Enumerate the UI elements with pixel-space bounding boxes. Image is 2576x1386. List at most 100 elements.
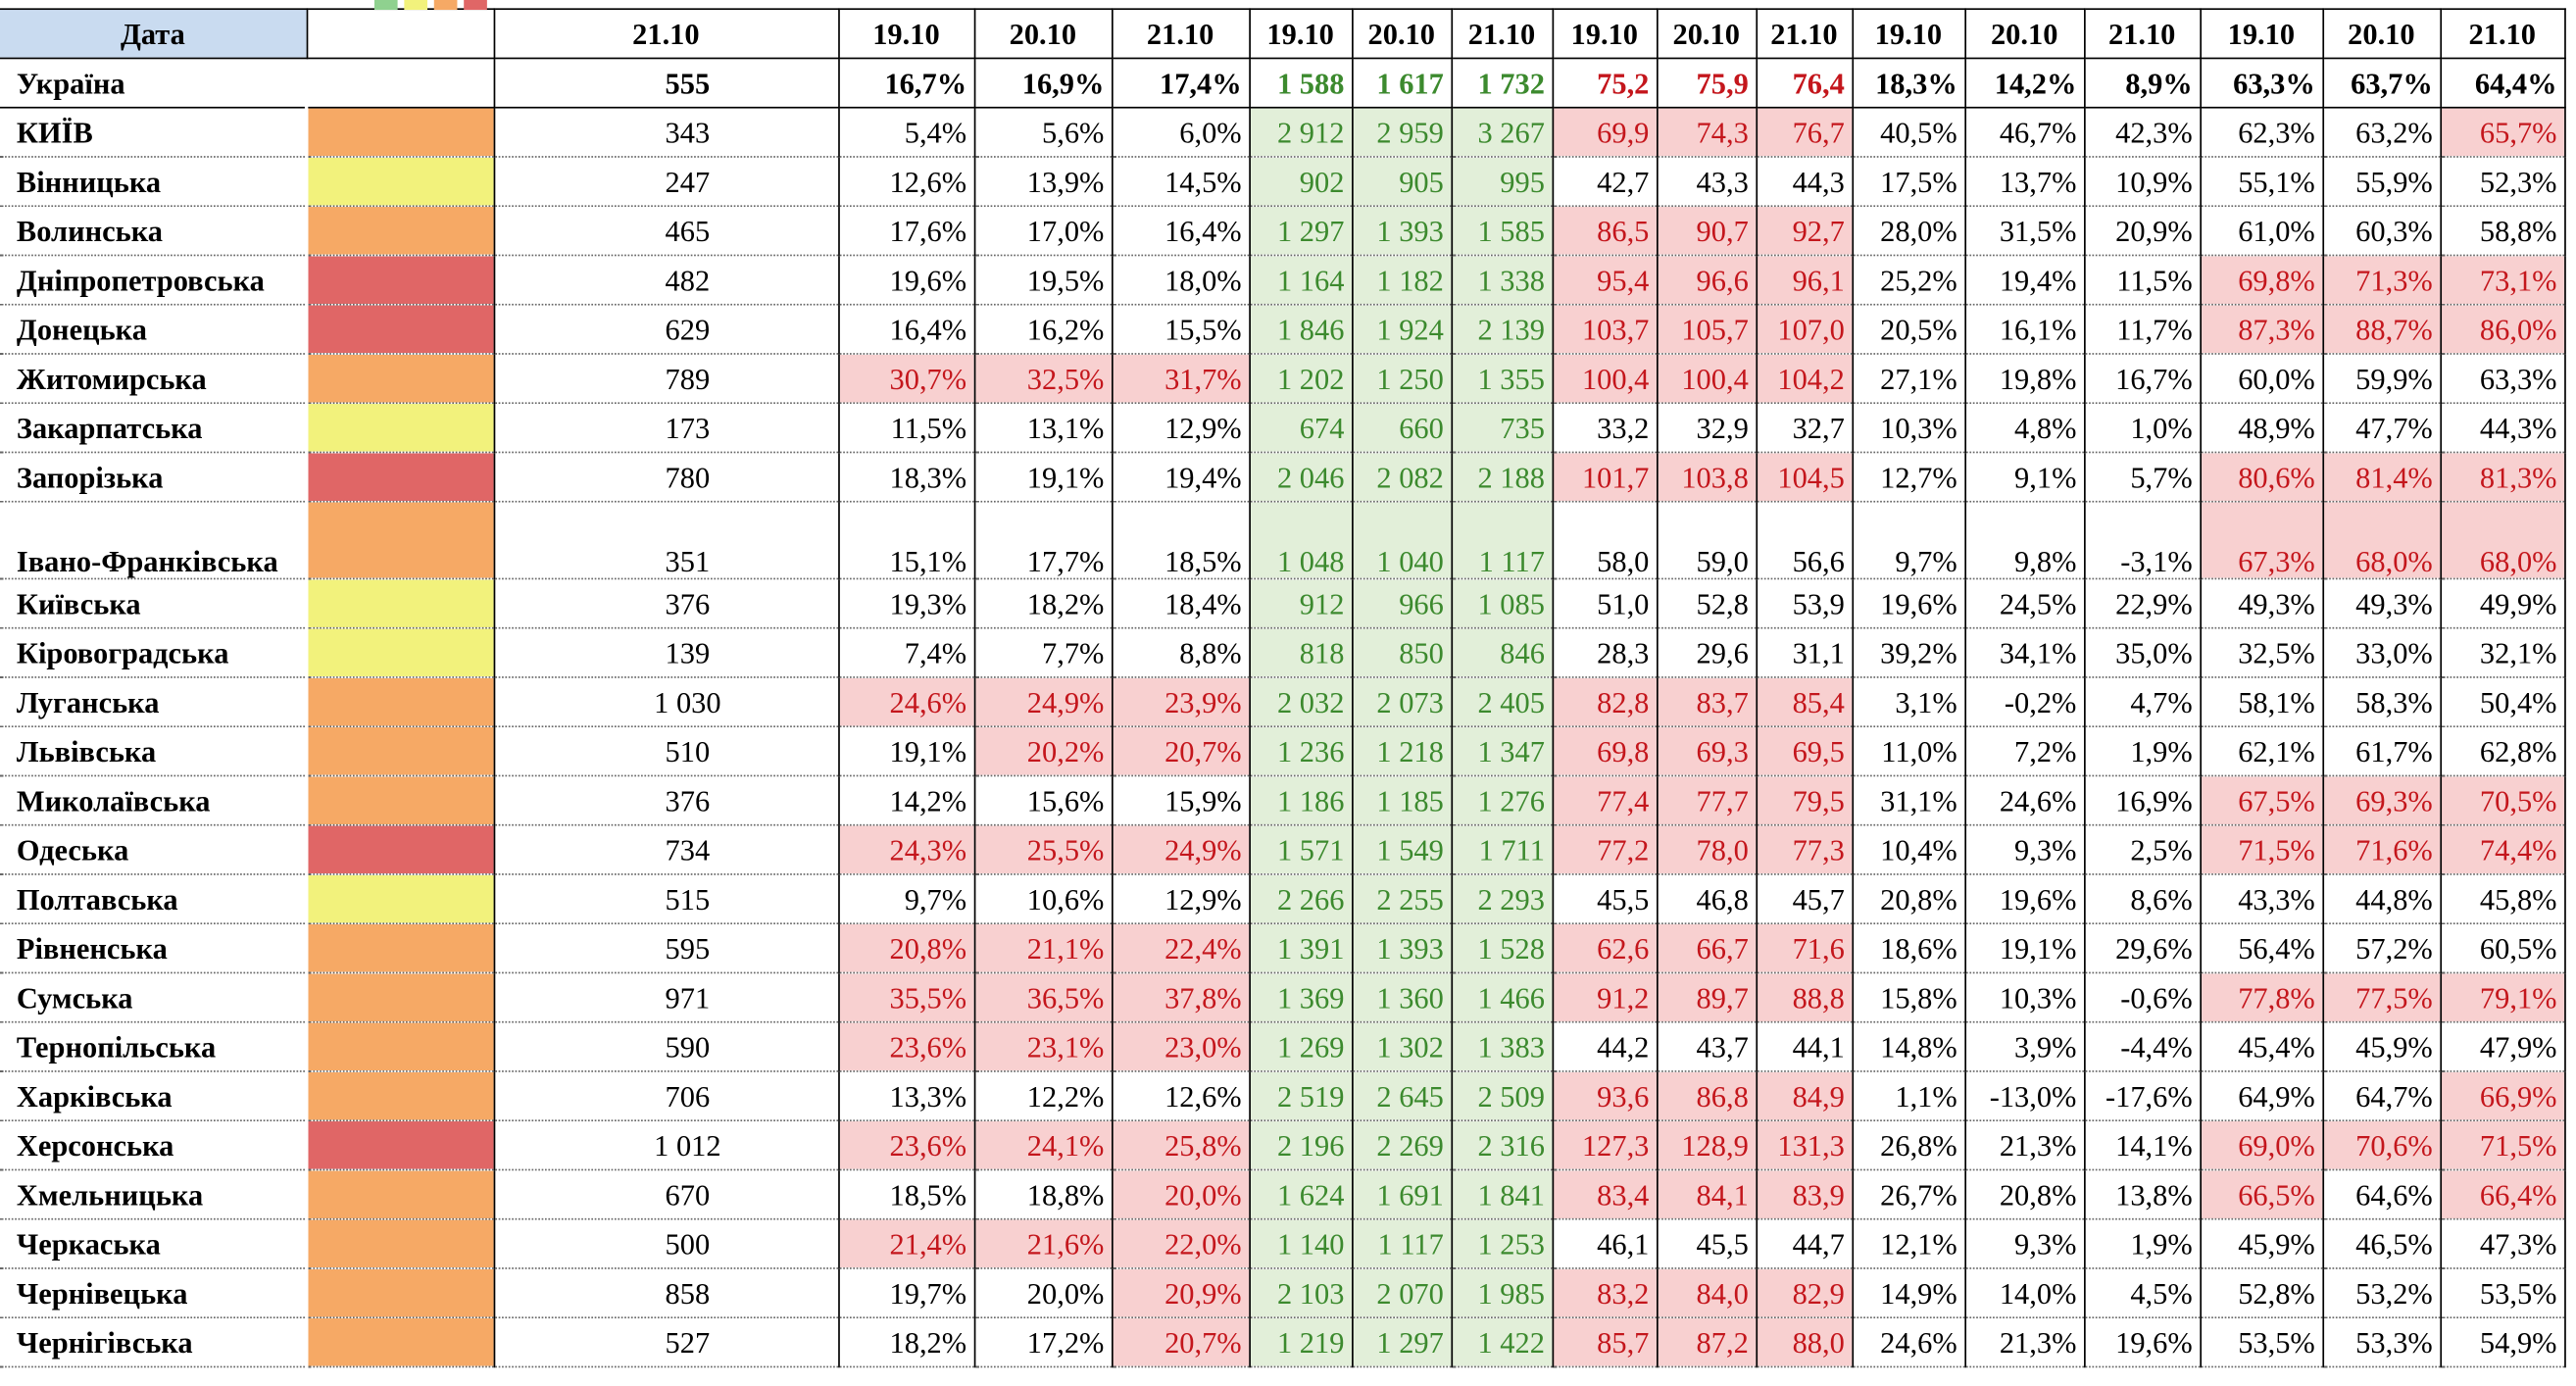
value-cell: 86,0%: [2440, 304, 2565, 355]
value-cell: 32,5%: [973, 353, 1113, 405]
level-cell: [304, 775, 495, 826]
value-cell: 66,7: [1657, 923, 1758, 974]
value-cell: 83,4: [1552, 1169, 1658, 1220]
value-cell: 1 691: [1352, 1169, 1453, 1220]
value-cell: 15,9%: [1111, 775, 1251, 826]
value-cell: 12,9%: [1111, 403, 1251, 454]
value-cell: 81,3%: [2440, 452, 2565, 503]
value-cell: 100,4: [1552, 353, 1658, 405]
value-cell: 19,4%: [1964, 255, 2085, 306]
value-cell: 44,2: [1552, 1021, 1658, 1072]
region-row: Черкаська 500 21,4% 21,6% 22,0% 1 140 1 117 1 2…: [0, 1218, 2565, 1269]
value-cell: 22,9%: [2084, 578, 2202, 629]
value-cell: 52,8: [1657, 578, 1758, 629]
value-cell: 20,8%: [838, 923, 975, 974]
swatch: [373, 0, 398, 11]
value-cell: 60,5%: [2440, 923, 2565, 974]
header-cell: 20.10: [1352, 8, 1453, 60]
value-cell: 51,0: [1552, 578, 1658, 629]
value-cell: -0,6%: [2084, 972, 2202, 1023]
value-cell: 24,5%: [1964, 578, 2085, 629]
value-cell: 1 528: [1451, 923, 1554, 974]
value-cell: 20,8%: [1964, 1169, 2085, 1220]
value-cell: 21,6%: [973, 1218, 1113, 1269]
value-cell: -0,2%: [1964, 676, 2085, 728]
value-cell: 2 509: [1451, 1070, 1554, 1122]
value-cell: 77,3: [1756, 824, 1854, 875]
value-cell: 25,5%: [973, 824, 1113, 875]
region-row: Запорізька 780 18,3% 19,1% 19,4% 2 046 2 082 2 …: [0, 452, 2565, 503]
value-cell: 9,8%: [1964, 501, 2085, 580]
value-cell: 2,5%: [2084, 824, 2202, 875]
value-cell: 62,3%: [2200, 107, 2324, 158]
value-cell: 8,9%: [2084, 58, 2202, 109]
value-cell: 2 912: [1249, 107, 1353, 158]
value-cell: 706: [493, 1070, 839, 1122]
value-cell: 19,7%: [838, 1267, 975, 1319]
value-cell: 103,8: [1657, 452, 1758, 503]
value-cell: 80,6%: [2200, 452, 2324, 503]
value-cell: 17,4%: [1111, 58, 1251, 109]
value-cell: 1 297: [1249, 206, 1353, 257]
value-cell: 1 140: [1249, 1218, 1353, 1269]
header-cell: 19.10: [2200, 8, 2324, 60]
value-cell: 555: [493, 58, 839, 109]
value-cell: 55,9%: [2322, 156, 2442, 208]
value-cell: 1 182: [1352, 255, 1453, 306]
value-cell: 9,3%: [1964, 824, 2085, 875]
value-cell: 71,6: [1756, 923, 1854, 974]
value-cell: 46,7%: [1964, 107, 2085, 158]
value-cell: 351: [493, 501, 839, 580]
value-cell: 1 355: [1451, 353, 1554, 405]
region-row: Вінницька 247 12,6% 13,9% 14,5% 902 905 995 42,7…: [0, 156, 2565, 208]
value-cell: 62,6: [1552, 923, 1658, 974]
value-cell: 22,0%: [1111, 1218, 1251, 1269]
value-cell: 62,8%: [2440, 726, 2565, 777]
value-cell: 58,8%: [2440, 206, 2565, 257]
level-cell: [304, 255, 495, 306]
value-cell: 660: [1352, 403, 1453, 454]
value-cell: 500: [493, 1218, 839, 1269]
value-cell: 465: [493, 206, 839, 257]
value-cell: 32,5%: [2200, 627, 2324, 678]
total-row: Україна 555 16,7% 16,9% 17,4% 1 588 1 617 1 732…: [0, 58, 2565, 109]
level-cell: [304, 353, 495, 405]
value-cell: 77,2: [1552, 824, 1658, 875]
value-cell: 20,7%: [1111, 726, 1251, 777]
value-cell: 53,5%: [2200, 1317, 2324, 1368]
region-row: Сумська 971 35,5% 36,5% 37,8% 1 369 1 360 1 466…: [0, 972, 2565, 1023]
value-cell: 1,9%: [2084, 726, 2202, 777]
value-cell: 17,7%: [973, 501, 1113, 580]
value-cell: 58,0: [1552, 501, 1658, 580]
value-cell: 70,5%: [2440, 775, 2565, 826]
value-cell: 2 269: [1352, 1120, 1453, 1171]
value-cell: 1 391: [1249, 923, 1353, 974]
value-cell: 60,0%: [2200, 353, 2324, 405]
value-cell: 127,3: [1552, 1120, 1658, 1171]
value-cell: 2 959: [1352, 107, 1453, 158]
value-cell: 9,7%: [1852, 501, 1966, 580]
value-cell: 31,1%: [1852, 775, 1966, 826]
value-cell: 69,3%: [2322, 775, 2442, 826]
value-cell: 20,0%: [1111, 1169, 1251, 1220]
value-cell: 1 218: [1352, 726, 1453, 777]
value-cell: 1 711: [1451, 824, 1554, 875]
value-cell: 63,3%: [2200, 58, 2324, 109]
value-cell: 56,6: [1756, 501, 1854, 580]
level-cell: [304, 627, 495, 678]
value-cell: 32,1%: [2440, 627, 2565, 678]
value-cell: 23,0%: [1111, 1021, 1251, 1072]
value-cell: 69,0%: [2200, 1120, 2324, 1171]
value-cell: 20,8%: [1852, 873, 1966, 925]
value-cell: 13,9%: [973, 156, 1113, 208]
value-cell: 69,3: [1657, 726, 1758, 777]
value-cell: 54,9%: [2440, 1317, 2565, 1368]
region-name: Одеська: [0, 824, 307, 875]
value-cell: 850: [1352, 627, 1453, 678]
value-cell: 29,6%: [2084, 923, 2202, 974]
region-row: Волинська 465 17,6% 17,0% 16,4% 1 297 1 393 1 5…: [0, 206, 2565, 257]
value-cell: 12,6%: [1111, 1070, 1251, 1122]
level-cell: [304, 726, 495, 777]
value-cell: 18,5%: [1111, 501, 1251, 580]
header-cell: 20.10: [1964, 8, 2085, 60]
